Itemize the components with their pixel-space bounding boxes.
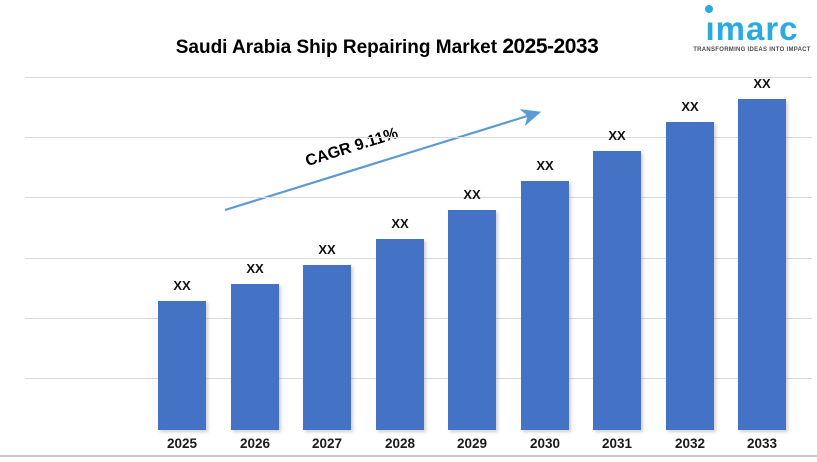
imarc-logo-dot-icon	[705, 5, 714, 13]
gridline	[25, 197, 812, 198]
bar-value-label-2026: XX	[246, 261, 264, 276]
x-axis-label-2027: 2027	[311, 436, 343, 451]
bar-2025	[158, 301, 206, 430]
bar-value-label-2028: XX	[391, 216, 409, 231]
gridline	[25, 137, 812, 138]
imarc-logo-wordmark: ımarc	[705, 4, 798, 45]
imarc-logo-text: ımarc	[705, 10, 799, 47]
bar-2028	[376, 239, 424, 430]
bar-2029	[448, 210, 496, 430]
bar-2030	[521, 181, 569, 430]
x-axis-label-2029: 2029	[456, 436, 488, 451]
x-axis-label-2026: 2026	[239, 436, 271, 451]
x-axis-label-2032: 2032	[674, 436, 706, 451]
bar-value-label-2029: XX	[463, 187, 481, 202]
bar-value-label-2030: XX	[536, 158, 554, 173]
bar-2033	[738, 99, 786, 430]
bar-2032	[666, 122, 714, 430]
imarc-logo-tagline: TRANSFORMING IDEAS INTO IMPACT	[693, 47, 811, 53]
x-axis-label-2030: 2030	[529, 436, 561, 451]
bar-2031	[593, 151, 641, 430]
x-axis-label-2025: 2025	[166, 436, 198, 451]
x-axis-label-2028: 2028	[384, 436, 416, 451]
x-axis-label-2031: 2031	[601, 436, 633, 451]
bar-value-label-2033: XX	[753, 76, 771, 91]
cagr-annotation: CAGR 9.11%	[303, 124, 401, 171]
gridline	[25, 77, 812, 78]
chart-title-range: 2025-2033	[502, 34, 599, 58]
x-axis-label-2033: 2033	[746, 436, 778, 451]
bar-value-label-2032: XX	[681, 99, 699, 114]
bottom-divider	[0, 455, 817, 457]
bar-2026	[231, 284, 279, 430]
imarc-logo: ımarc TRANSFORMING IDEAS INTO IMPACT	[691, 4, 813, 53]
bar-2027	[303, 265, 351, 430]
bar-value-label-2027: XX	[318, 242, 336, 257]
chart-title-main: Saudi Arabia Ship Repairing Market	[175, 36, 498, 58]
chart-title: Saudi Arabia Ship Repairing Market 2025-…	[176, 35, 599, 60]
bar-value-label-2025: XX	[173, 278, 191, 293]
bar-value-label-2031: XX	[608, 128, 626, 143]
